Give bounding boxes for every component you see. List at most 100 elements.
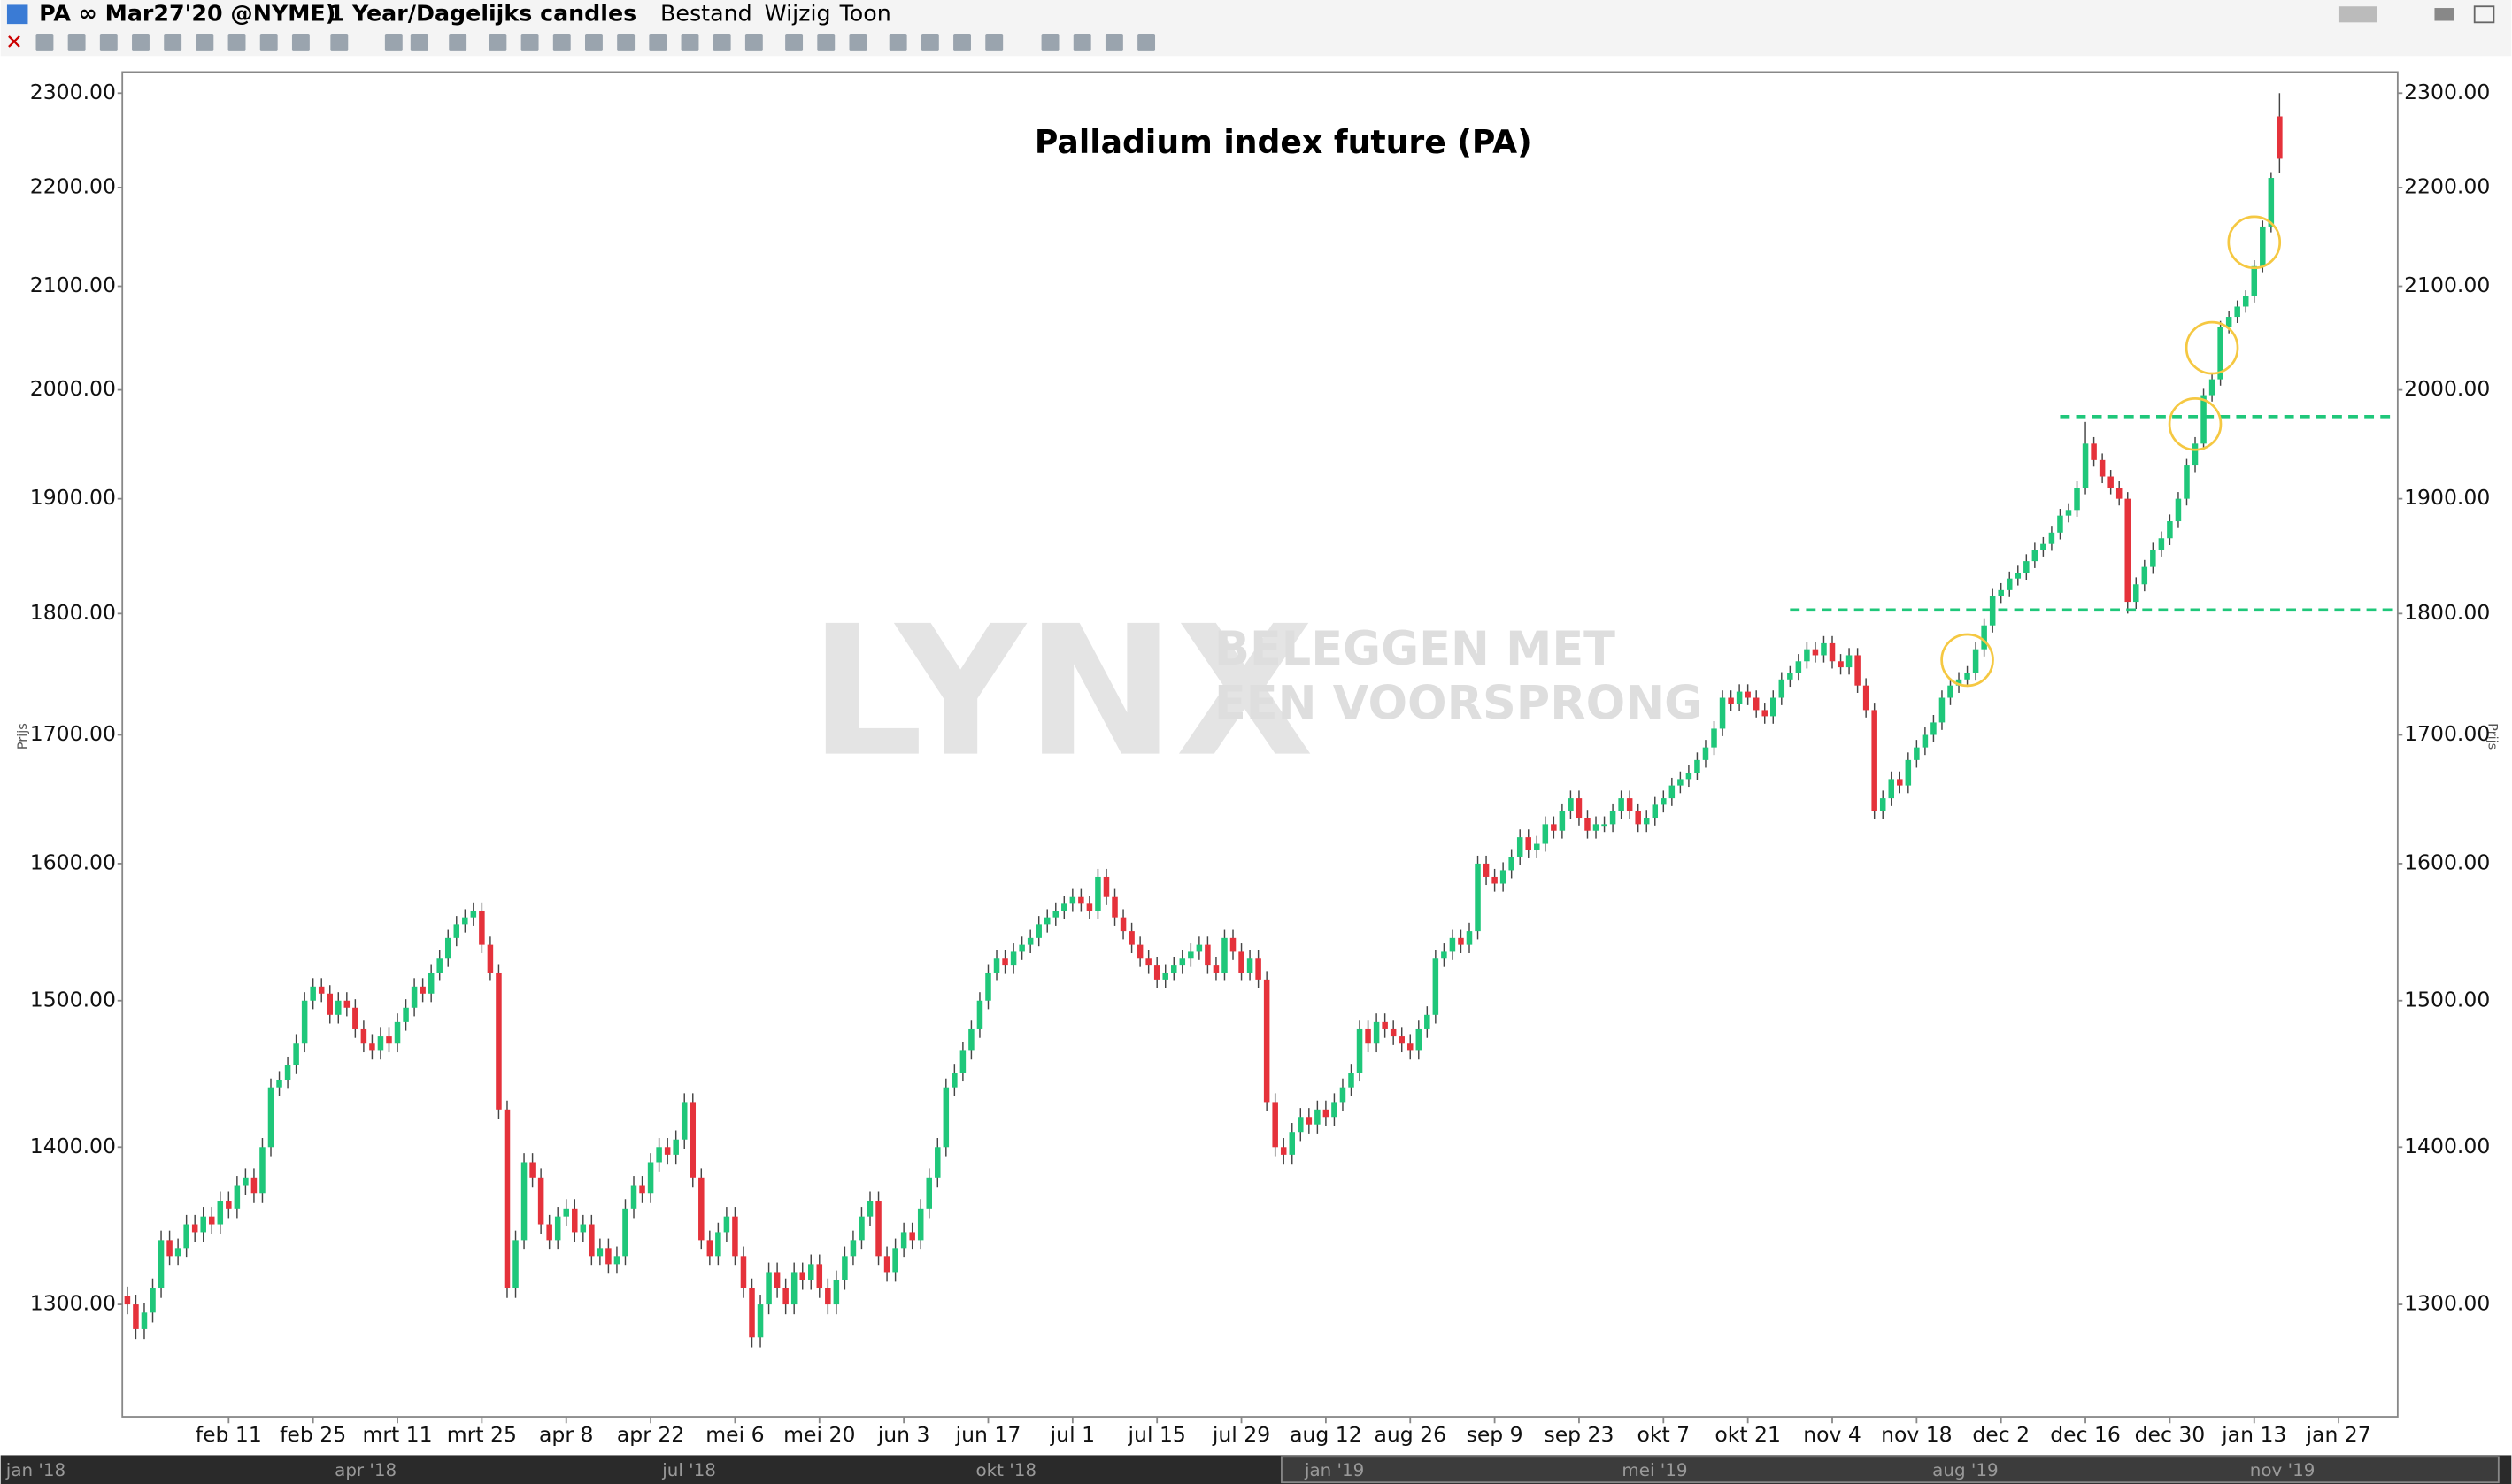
menu-item[interactable]: Wijzig (765, 0, 831, 26)
y-tick-label: 1600.00 (30, 850, 116, 874)
y-tick-label: 1900.00 (2404, 485, 2490, 510)
tool-icon[interactable] (291, 33, 310, 51)
tool-icon[interactable] (164, 33, 182, 51)
candle-body (926, 1177, 933, 1209)
tool-icon[interactable] (785, 33, 804, 51)
title-bar (0, 0, 2512, 29)
candle-body (428, 972, 435, 994)
tool-icon[interactable] (713, 33, 731, 51)
x-tick-label: apr 8 (539, 1422, 593, 1447)
navigator-label: jan '18 (5, 1460, 65, 1480)
candle-body (2234, 306, 2240, 318)
candle-body (2048, 532, 2055, 544)
candle-body (1095, 876, 1101, 911)
candle-body (1331, 1102, 1337, 1118)
menu-item[interactable]: Bestand (660, 0, 752, 26)
candle-body (2040, 543, 2046, 550)
tool-icon[interactable] (449, 33, 467, 51)
tool-icon[interactable] (681, 33, 699, 51)
tool-icon[interactable] (35, 33, 54, 51)
x-tick-label: okt 7 (1637, 1422, 1690, 1447)
tool-icon[interactable] (259, 33, 278, 51)
candle-body (1171, 965, 1177, 973)
tool-icon[interactable] (744, 33, 763, 51)
candle-body (1795, 661, 1802, 673)
x-tick-label: nov 4 (1803, 1422, 1861, 1447)
tool-icon[interactable] (921, 33, 939, 51)
candle-body (613, 1256, 620, 1265)
tool-icon[interactable] (67, 33, 86, 51)
candle-body (1229, 937, 1237, 952)
navigator-label: aug '19 (1932, 1460, 1998, 1480)
candle-body (1179, 958, 1186, 966)
candle-body (1483, 863, 1490, 877)
candle-body (1525, 837, 1531, 850)
candle-body (284, 1065, 291, 1080)
tool-icon[interactable] (585, 33, 603, 51)
candle-body (622, 1208, 628, 1257)
navigator-label: jan '19 (1304, 1460, 1364, 1480)
tool-icon[interactable] (1137, 33, 1156, 51)
tool-icon[interactable] (617, 33, 636, 51)
period-selector[interactable]: 1 Year/Dagelijks candles (329, 0, 637, 26)
tool-icon[interactable] (330, 33, 349, 51)
candle-body (681, 1102, 688, 1140)
tool-icon[interactable] (520, 33, 539, 51)
candle-body (690, 1102, 697, 1178)
candle-body (1677, 779, 1684, 786)
maximize-button[interactable] (2473, 5, 2495, 24)
candle-body (234, 1185, 241, 1209)
symbol[interactable]: PA ∞ Mar27'20 @NYME) (39, 0, 335, 26)
tool-icon[interactable] (132, 33, 150, 51)
tool-icon[interactable] (1105, 33, 1123, 51)
x-tick-label: sep 9 (1467, 1422, 1523, 1447)
candle-body (352, 1007, 358, 1029)
candle-body (1298, 1117, 1304, 1133)
candle-body (2217, 327, 2223, 380)
candle-body (706, 1240, 713, 1257)
navigator-window[interactable] (1281, 1456, 2500, 1484)
tool-icon[interactable] (552, 33, 571, 51)
y-tick-label: 1300.00 (30, 1291, 116, 1316)
candle-body (2006, 578, 2013, 590)
minimize-button[interactable] (2434, 8, 2454, 21)
y-tick-label: 2300.00 (2404, 80, 2490, 104)
close-button[interactable]: ✕ (5, 29, 23, 54)
candle-body (1458, 937, 1464, 945)
candle-body (1399, 1036, 1405, 1044)
tool-icon[interactable] (985, 33, 1004, 51)
candle-body (174, 1248, 181, 1257)
menu-item[interactable]: Toon (839, 0, 891, 26)
tool-icon[interactable] (849, 33, 867, 51)
candle-body (943, 1087, 950, 1148)
tool-icon[interactable] (99, 33, 118, 51)
tool-icon[interactable] (817, 33, 836, 51)
link-button[interactable] (2338, 6, 2377, 23)
tool-icon[interactable] (384, 33, 403, 51)
candle-body (529, 1162, 536, 1178)
tool-icon[interactable] (489, 33, 507, 51)
candle-body (825, 1288, 831, 1305)
candle-body (520, 1162, 528, 1241)
candle-body (799, 1272, 805, 1280)
candle-body (1314, 1109, 1321, 1125)
x-tick-label: apr 22 (617, 1422, 684, 1447)
tool-icon[interactable] (889, 33, 907, 51)
tool-icon[interactable] (196, 33, 214, 51)
candle-body (1508, 857, 1514, 871)
navigator-label: jul '18 (661, 1460, 716, 1480)
candle-body (1719, 697, 1726, 729)
candle-body (1019, 944, 1025, 952)
tool-icon[interactable] (649, 33, 667, 51)
candle-body (420, 986, 426, 994)
candle-body (394, 1021, 401, 1044)
tool-icon[interactable] (227, 33, 246, 51)
tool-icon[interactable] (953, 33, 971, 51)
candle-body (259, 1147, 266, 1194)
tool-icon[interactable] (1073, 33, 1091, 51)
tool-icon[interactable] (1041, 33, 1060, 51)
y-tick-label: 1700.00 (30, 721, 116, 746)
candle-body (656, 1147, 662, 1163)
tool-icon[interactable] (410, 33, 428, 51)
